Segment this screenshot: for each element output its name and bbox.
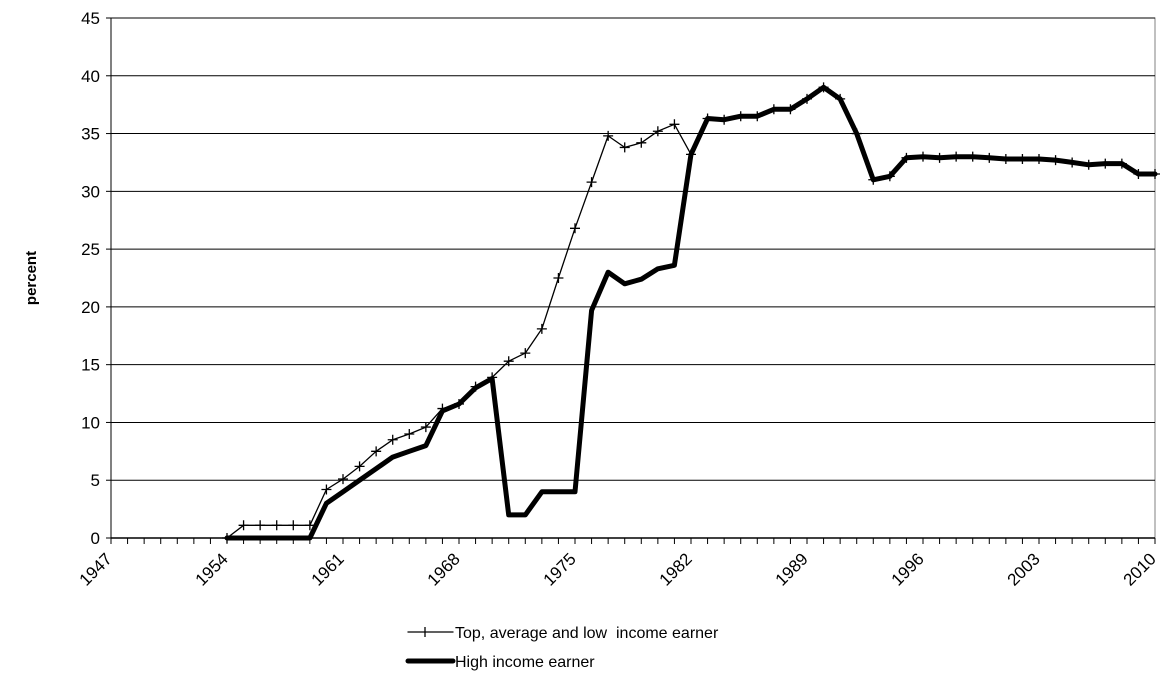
y-tick-label: 40 xyxy=(81,67,100,86)
x-tick-label: 1975 xyxy=(540,549,580,589)
series-line-high-income xyxy=(224,84,1158,541)
data-point-marker xyxy=(238,520,249,531)
data-point-marker xyxy=(321,484,332,495)
data-point-marker xyxy=(338,474,348,485)
y-tick-label: 30 xyxy=(81,182,100,201)
grid-lines xyxy=(111,17,1155,481)
data-point-marker xyxy=(503,356,514,367)
x-tick-label: 1947 xyxy=(76,549,116,589)
legend-label: High income earner xyxy=(455,654,595,671)
data-point-marker xyxy=(553,273,564,283)
data-point-marker xyxy=(387,434,398,445)
x-axis-ticks: 1947 1954 1961 1968 1975 1982 1989 1996 2003 2010 xyxy=(76,537,1160,590)
y-tick-label: 45 xyxy=(81,9,100,28)
data-point-marker xyxy=(371,446,382,457)
plot-area-border xyxy=(110,17,1156,539)
y-axis-title: percent xyxy=(23,251,40,305)
x-tick-label: 1989 xyxy=(772,549,812,589)
data-point-marker xyxy=(255,520,266,531)
y-tick-label: 35 xyxy=(81,125,100,144)
y-tick-label: 0 xyxy=(91,529,100,548)
data-point-marker xyxy=(404,429,415,439)
y-tick-label: 10 xyxy=(81,413,100,432)
legend: Top, average and low income earner High i… xyxy=(405,625,719,671)
data-point-marker xyxy=(520,348,531,359)
legend-label: Top, average and low income earner xyxy=(455,625,719,642)
x-tick-label: 1996 xyxy=(888,549,928,589)
x-tick-label: 2003 xyxy=(1004,549,1044,589)
data-point-marker xyxy=(603,130,614,141)
data-point-marker xyxy=(652,126,663,137)
series-lines xyxy=(222,82,1160,543)
data-point-marker xyxy=(536,323,547,334)
data-point-marker xyxy=(420,422,431,433)
y-axis-ticks: 0 5 10 15 20 25 30 35 40 45 xyxy=(81,9,112,548)
data-point-marker xyxy=(288,520,299,531)
x-tick-label: 1954 xyxy=(192,549,232,589)
plot-frame xyxy=(110,17,1156,539)
y-tick-label: 25 xyxy=(81,240,100,259)
data-point-marker xyxy=(619,142,630,153)
y-tick-label: 15 xyxy=(81,356,100,375)
data-point-marker xyxy=(570,223,580,234)
data-point-marker xyxy=(271,520,282,531)
data-point-marker xyxy=(354,461,365,472)
y-tick-label: 20 xyxy=(81,298,100,317)
data-point-marker xyxy=(669,119,680,130)
x-tick-label: 1961 xyxy=(308,549,348,589)
x-tick-label: 1982 xyxy=(656,549,696,589)
y-tick-label: 5 xyxy=(91,471,100,490)
x-tick-label: 2010 xyxy=(1120,549,1160,589)
data-point-marker xyxy=(636,137,647,148)
data-point-marker xyxy=(586,177,597,188)
x-tick-label: 1968 xyxy=(424,549,464,589)
